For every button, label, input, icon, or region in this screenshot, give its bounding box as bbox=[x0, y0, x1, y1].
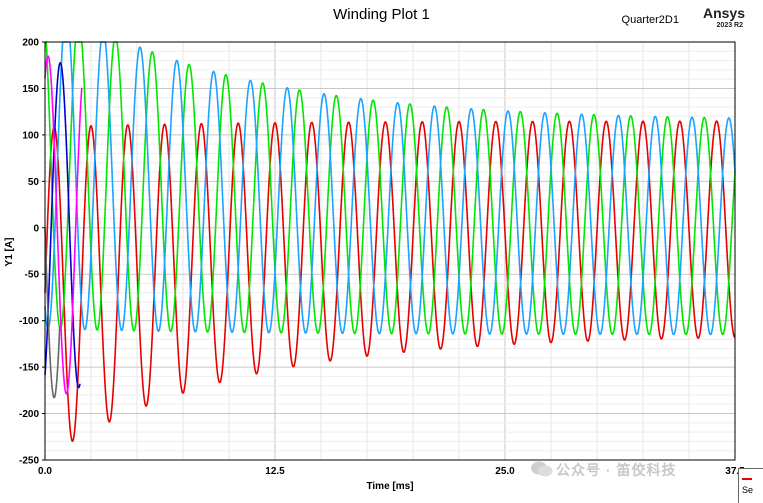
y-tick-label: -250 bbox=[19, 456, 39, 467]
y-tick-label: 150 bbox=[22, 84, 39, 95]
grid bbox=[44, 41, 736, 461]
y-tick-label: -100 bbox=[19, 316, 39, 327]
series-group bbox=[44, 41, 736, 442]
series-line-current-startup2-[interactable] bbox=[44, 55, 83, 395]
x-axis: 0.0 12.5 25.0 37.5 bbox=[38, 466, 745, 477]
y-axis-label: Y1 [A] bbox=[4, 238, 15, 267]
y-tick-label: -200 bbox=[19, 409, 39, 420]
series-line-current-phaseb-[interactable] bbox=[44, 41, 736, 336]
watermark: 公众号 · 笛佼科技 bbox=[556, 462, 677, 478]
series-line-current-phasec-[interactable] bbox=[44, 41, 736, 336]
y-tick-label: -50 bbox=[25, 270, 40, 281]
y-axis: 200 150 100 50 0 -50 -100 -150 -200 -250 bbox=[19, 38, 45, 467]
x-axis-label: Time [ms] bbox=[366, 481, 413, 492]
y-tick-label: -150 bbox=[19, 363, 39, 374]
y-tick-label: 100 bbox=[22, 130, 39, 141]
y-tick-label: 200 bbox=[22, 38, 39, 49]
x-tick-label: 12.5 bbox=[265, 466, 285, 477]
x-tick-label: 25.0 bbox=[495, 466, 515, 477]
plot-area[interactable] bbox=[44, 41, 736, 461]
series-line-current-startup3-[interactable] bbox=[44, 227, 61, 399]
chart-title: Winding Plot 1 bbox=[333, 6, 430, 23]
ansys-logo: Ansys bbox=[702, 5, 745, 21]
ansys-version: 2023 R2 bbox=[716, 22, 743, 29]
series-line-current-startup1-[interactable] bbox=[44, 61, 81, 389]
y-tick-label: 0 bbox=[33, 223, 39, 234]
wechat-icon bbox=[531, 461, 553, 477]
y-tick-label: 50 bbox=[28, 177, 40, 188]
design-name: Quarter2D1 bbox=[621, 14, 679, 26]
legend-swatch bbox=[742, 478, 752, 480]
legend-label: Se bbox=[742, 485, 754, 495]
x-tick-label: 0.0 bbox=[38, 466, 52, 477]
legend[interactable]: Se bbox=[738, 468, 763, 503]
x-tick-label: 37.5 bbox=[725, 466, 745, 477]
